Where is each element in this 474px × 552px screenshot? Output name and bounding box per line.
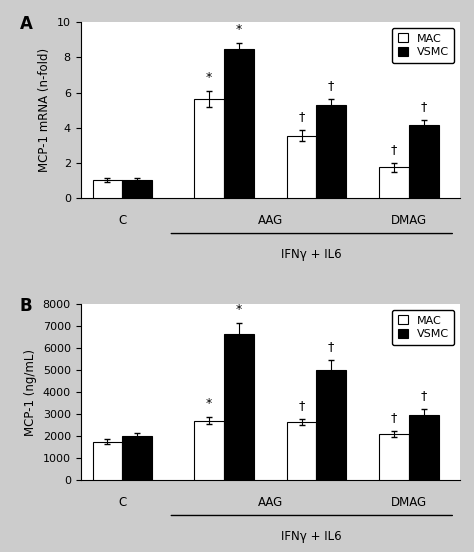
Text: †: † <box>391 411 397 423</box>
Bar <box>287 422 317 480</box>
Text: C: C <box>118 214 127 227</box>
Bar <box>92 442 122 480</box>
Legend: MAC, VSMC: MAC, VSMC <box>392 310 454 345</box>
Bar <box>122 180 152 198</box>
Text: †: † <box>420 100 427 113</box>
Text: B: B <box>20 297 33 315</box>
Bar <box>409 415 438 480</box>
Text: †: † <box>328 340 335 353</box>
Text: DMAG: DMAG <box>391 496 427 509</box>
Text: IFNγ + IL6: IFNγ + IL6 <box>282 529 342 543</box>
Bar <box>122 436 152 480</box>
Bar <box>224 334 254 480</box>
Y-axis label: MCP-1 (ng/mL): MCP-1 (ng/mL) <box>24 349 37 436</box>
Text: AAG: AAG <box>257 496 283 509</box>
Bar <box>317 370 346 480</box>
Text: *: * <box>206 71 212 84</box>
Text: DMAG: DMAG <box>391 214 427 227</box>
Text: *: * <box>236 302 242 316</box>
Text: †: † <box>391 143 397 156</box>
Bar <box>287 136 317 198</box>
Bar <box>317 105 346 198</box>
Text: C: C <box>118 496 127 509</box>
Bar <box>194 99 224 198</box>
Bar <box>409 125 438 198</box>
Bar <box>379 434 409 480</box>
Text: AAG: AAG <box>257 214 283 227</box>
Text: †: † <box>299 110 305 124</box>
Y-axis label: MCP-1 mRNA (n-fold): MCP-1 mRNA (n-fold) <box>38 48 51 172</box>
Text: *: * <box>206 397 212 411</box>
Text: †: † <box>299 399 305 412</box>
Text: A: A <box>20 15 33 33</box>
Bar <box>224 49 254 198</box>
Text: *: * <box>236 23 242 36</box>
Bar <box>379 167 409 198</box>
Text: †: † <box>328 79 335 92</box>
Legend: MAC, VSMC: MAC, VSMC <box>392 28 454 63</box>
Bar <box>92 180 122 198</box>
Bar <box>194 421 224 480</box>
Text: †: † <box>420 389 427 402</box>
Text: IFNγ + IL6: IFNγ + IL6 <box>282 248 342 261</box>
